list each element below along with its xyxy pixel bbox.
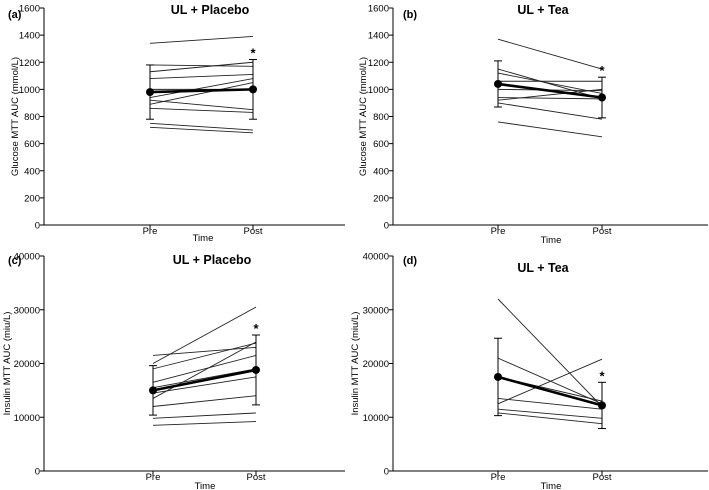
participant-line <box>153 413 256 418</box>
participant-line <box>150 108 253 112</box>
axis-y-title: Insulin MTT AUC (miu/L) <box>350 312 361 416</box>
x-tick-label: Post <box>592 472 611 483</box>
y-tick-label: 1600 <box>368 4 389 15</box>
panel-label: (c) <box>8 255 22 267</box>
y-tick-label: 10000 <box>14 413 40 424</box>
panel-title: UL + Placebo <box>171 3 250 17</box>
y-tick-label: 400 <box>24 166 40 177</box>
x-tick-label: Pre <box>491 472 506 483</box>
panel-a-glucose-placebo: 0 200 400 600 800 1000 1200 1400 1600 Pre Post Time… <box>8 3 345 244</box>
participant-line <box>498 409 602 418</box>
y-tick-label: 1600 <box>19 4 40 15</box>
x-tick-label: Pre <box>146 472 161 483</box>
y-tick-label: 1000 <box>368 85 389 96</box>
panel-title: UL + Placebo <box>173 253 252 267</box>
y-tick-label: 40000 <box>363 252 389 263</box>
axis-x-title: Time <box>195 481 216 490</box>
participant-line <box>150 65 253 66</box>
participant-line <box>150 74 253 78</box>
participant-line <box>498 122 602 137</box>
y-tick-label: 1400 <box>368 31 389 42</box>
mean-point <box>494 373 502 381</box>
y-tick-label: 1200 <box>368 58 389 69</box>
x-tick-label: Pre <box>143 226 158 237</box>
mean-point <box>598 94 606 102</box>
axis-y-title: Insulin MTT AUC (miu/L) <box>2 312 13 416</box>
y-tick-label: 600 <box>373 139 389 150</box>
y-tick-label: 0 <box>35 467 40 478</box>
mean-line <box>153 370 256 390</box>
x-tick-label: Post <box>592 226 611 237</box>
y-tick-label: 200 <box>373 193 389 204</box>
axis-y-title: Glucose MTT AUC (mmol/L) <box>10 57 21 176</box>
participant-line <box>150 36 253 43</box>
panel-title: UL + Tea <box>517 3 569 17</box>
y-tick-label: 20000 <box>363 359 389 370</box>
mean-point <box>252 366 260 374</box>
y-tick-label: 0 <box>384 467 389 478</box>
participant-line <box>150 123 253 130</box>
axis-x-title: Time <box>193 233 214 244</box>
panel-title: UL + Tea <box>517 261 569 275</box>
y-tick-label: 20000 <box>14 359 40 370</box>
y-tick-label: 800 <box>373 112 389 123</box>
participant-line <box>498 103 602 119</box>
axis-x-title: Time <box>541 481 562 490</box>
significance-star: * <box>253 321 259 336</box>
panel-label: (b) <box>403 9 417 21</box>
participant-line <box>150 62 253 71</box>
panel-b-glucose-tea: 0 200 400 600 800 1000 1200 1400 1600 Pre Post Time… <box>358 3 708 246</box>
mean-point <box>146 88 154 96</box>
participant-line <box>153 422 256 426</box>
x-tick-label: Post <box>246 472 265 483</box>
participant-line <box>498 39 602 69</box>
participant-line <box>153 347 256 355</box>
participant-line <box>150 127 253 132</box>
panel-d-insulin-tea: 0 10000 20000 30000 40000 Pre Post Time Insulin … <box>350 252 708 490</box>
significance-star: * <box>599 63 605 78</box>
panel-label: (a) <box>8 9 22 21</box>
x-tick-label: Pre <box>491 226 506 237</box>
x-tick-label: Post <box>243 226 262 237</box>
participant-line <box>153 343 256 369</box>
y-tick-label: 600 <box>24 139 40 150</box>
mean-point <box>494 80 502 88</box>
mean-point <box>249 85 257 93</box>
panel-c-insulin-placebo: 0 10000 20000 30000 40000 Pre Post Time Insulin … <box>2 252 345 490</box>
participant-line <box>153 342 256 398</box>
y-tick-label: 0 <box>384 221 389 232</box>
y-tick-label: 10000 <box>363 413 389 424</box>
axis-y-title: Glucose MTT AUC (mmol/L) <box>358 57 369 176</box>
y-tick-label: 1000 <box>19 85 40 96</box>
y-tick-label: 30000 <box>14 305 40 316</box>
participant-line <box>150 100 253 109</box>
y-tick-label: 30000 <box>363 305 389 316</box>
y-tick-label: 1400 <box>19 31 40 42</box>
y-tick-label: 400 <box>373 166 389 177</box>
participant-line <box>150 83 253 105</box>
panel-label: (d) <box>403 255 417 267</box>
participant-line <box>153 307 256 363</box>
mean-point <box>149 386 157 394</box>
participant-line <box>498 413 602 424</box>
significance-star: * <box>250 46 256 61</box>
y-tick-label: 200 <box>24 193 40 204</box>
participant-line <box>153 396 256 407</box>
y-tick-label: 0 <box>35 221 40 232</box>
axis-x-title: Time <box>541 235 562 246</box>
figure: 0 200 400 600 800 1000 1200 1400 1600 Pre Post Time… <box>0 0 709 490</box>
participant-line <box>150 79 253 98</box>
y-tick-label: 1200 <box>19 58 40 69</box>
significance-star: * <box>599 368 605 383</box>
mean-point <box>598 401 606 409</box>
y-tick-label: 800 <box>24 112 40 123</box>
